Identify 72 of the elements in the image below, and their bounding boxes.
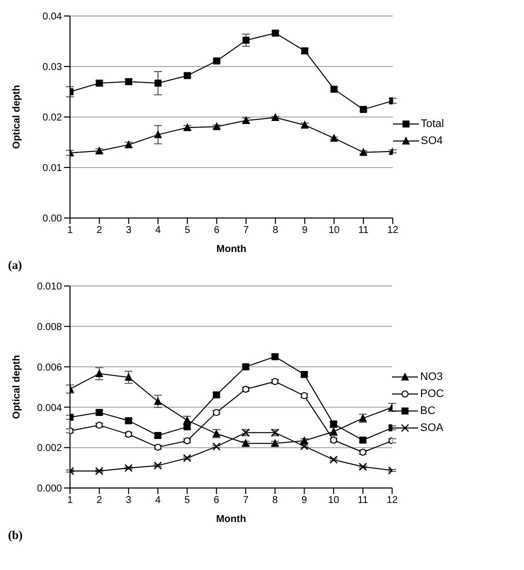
- point: [95, 369, 104, 378]
- x-tick-label: 5: [184, 495, 190, 506]
- point: [330, 134, 338, 142]
- x-tick-label: 9: [302, 495, 308, 506]
- point: [154, 461, 162, 470]
- point: [358, 462, 367, 471]
- x-tick-label: 8: [272, 495, 278, 506]
- point: [124, 464, 133, 472]
- x-tick-label: 3: [126, 225, 132, 236]
- x-tick-label: 3: [126, 495, 132, 506]
- point: [359, 148, 368, 156]
- x-tick-label: 1: [67, 225, 74, 236]
- point: [329, 456, 338, 464]
- x-tick-label: 6: [214, 495, 220, 506]
- x-tick-label: 7: [242, 495, 249, 506]
- x-tick-label: 2: [96, 495, 103, 506]
- x-tick-label: 7: [243, 225, 250, 236]
- x-axis-title: Month: [216, 244, 246, 255]
- y-tick-label: 0.010: [36, 282, 62, 293]
- point: [124, 372, 133, 381]
- legend-label: Total: [420, 118, 444, 130]
- x-tick-label: 6: [214, 225, 220, 236]
- y-tick-label: 0.02: [42, 112, 62, 124]
- legend-label: SOA: [420, 422, 444, 434]
- legend-label: POC: [420, 388, 444, 400]
- text: (b): [8, 528, 23, 543]
- point: [242, 36, 250, 44]
- point: [95, 466, 104, 476]
- y-tick-label: 0.00: [42, 214, 62, 225]
- point: [300, 120, 309, 129]
- y-axis-title: Optical depth: [12, 355, 23, 419]
- x-tick-label: 8: [272, 225, 279, 236]
- x-tick-label: 4: [155, 495, 162, 506]
- y-tick-label: 0.04: [42, 12, 62, 23]
- text: (a): [8, 258, 22, 273]
- y-tick-label: 0.01: [42, 163, 62, 174]
- x-tick-label: 5: [184, 225, 191, 236]
- point: [183, 123, 192, 132]
- point: [300, 442, 308, 450]
- y-tick-label: 0.006: [36, 362, 62, 374]
- point: [242, 438, 250, 447]
- x-tick-label: 12: [386, 495, 398, 506]
- point: [212, 122, 221, 130]
- x-tick-label: 9: [302, 225, 308, 236]
- y-tick-label: 0.004: [36, 402, 62, 414]
- point: [183, 454, 192, 462]
- point: [154, 396, 162, 405]
- y-tick-label: 0.002: [36, 443, 62, 454]
- legend-label: NO3: [420, 370, 443, 382]
- y-tick-label: 0.000: [36, 484, 62, 495]
- point: [154, 80, 162, 87]
- legend-label: SO4: [420, 134, 443, 146]
- y-axis-title: Optical depth: [12, 85, 23, 149]
- x-axis-title: Month: [216, 514, 246, 525]
- point: [271, 113, 280, 122]
- x-tick-label: 11: [358, 225, 370, 236]
- x-tick-label: 2: [96, 225, 103, 236]
- x-tick-label: 10: [328, 495, 340, 506]
- point: [271, 438, 280, 447]
- x-tick-label: 4: [155, 225, 162, 236]
- point: [213, 57, 220, 64]
- x-tick-label: 12: [387, 225, 399, 236]
- point: [184, 72, 191, 80]
- x-tick-label: 1: [67, 495, 74, 506]
- point: [95, 146, 104, 154]
- y-tick-label: 0.03: [42, 62, 62, 74]
- point: [154, 130, 162, 138]
- point: [212, 442, 221, 451]
- x-tick-label: 10: [328, 225, 340, 236]
- y-tick-label: 0.008: [36, 322, 62, 333]
- legend-label: BC: [420, 404, 436, 416]
- x-tick-label: 11: [358, 495, 368, 506]
